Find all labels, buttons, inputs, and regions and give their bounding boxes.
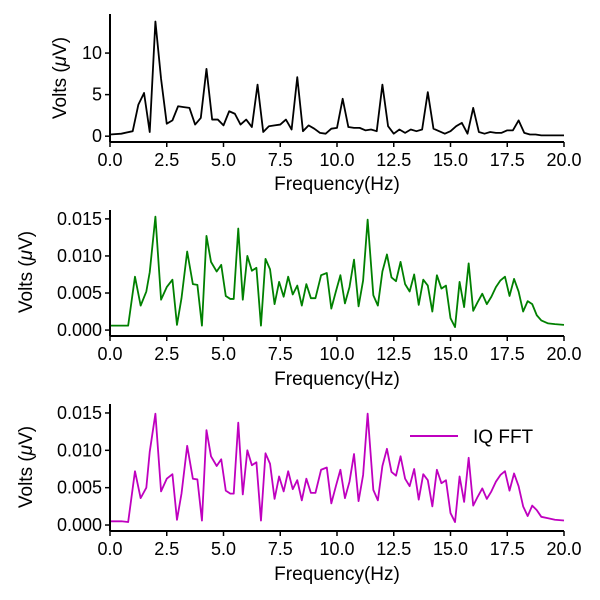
- y-tick-label: 0.005: [57, 478, 102, 498]
- x-tick-label: 7.5: [268, 150, 293, 170]
- chart-panel-3: 0.0 2.5 5.0 7.5 10.0 12.5 15.0 17.5 20.0 0.000 0.0…: [16, 403, 582, 585]
- y-tick-label: 0.010: [57, 246, 102, 266]
- ticks-layer-3: 0.0 2.5 5.0 7.5 10.0 12.5 15.0 17.5 20.0 0.000 0.0…: [57, 403, 582, 559]
- x-tick-label: 15.0: [433, 344, 468, 364]
- y-tick-label: 10: [82, 43, 102, 63]
- series-layer-3: [110, 412, 565, 523]
- ticks-layer-1: 0.0 2.5 5.0 7.5 10.0 12.5 15.0 17.5 20.0 0 5 10: [82, 43, 582, 170]
- x-tick-label: 12.5: [376, 344, 411, 364]
- x-tick-label: 2.5: [154, 150, 179, 170]
- x-tick-label: 15.0: [433, 150, 468, 170]
- x-tick-label: 2.5: [154, 539, 179, 559]
- x-tick-label: 10.0: [319, 539, 354, 559]
- x-axis-title-2: Frequency(Hz): [274, 369, 400, 390]
- x-tick-label: 7.5: [268, 539, 293, 559]
- x-tick-label: 0.0: [97, 150, 122, 170]
- y-tick-label: 0.000: [57, 320, 102, 340]
- x-tick-label: 15.0: [433, 539, 468, 559]
- series-layer-1: [109, 20, 564, 137]
- x-tick-label: 10.0: [319, 344, 354, 364]
- y-tick-label: 5: [92, 85, 102, 105]
- legend-label: IQ FFT: [473, 427, 534, 448]
- x-tick-label: 17.5: [490, 150, 525, 170]
- chart-panel-2: 0.0 2.5 5.0 7.5 10.0 12.5 15.0 17.5 20.0 0.000 0.0…: [16, 209, 582, 390]
- ticks-layer-2: 0.0 2.5 5.0 7.5 10.0 12.5 15.0 17.5 20.0 0.000 0.0…: [57, 209, 582, 364]
- x-tick-label: 20.0: [546, 150, 581, 170]
- x-tick-label: 20.0: [546, 344, 581, 364]
- y-tick-label: 0.015: [57, 209, 102, 229]
- x-tick-label: 17.5: [490, 344, 525, 364]
- chart-panel-1: 0.0 2.5 5.0 7.5 10.0 12.5 15.0 17.5 20.0 0 5 10 Fre…: [50, 14, 582, 195]
- y-axis-title-2: Volts (μV): [16, 231, 37, 313]
- x-tick-label: 17.5: [490, 539, 525, 559]
- y-tick-label: 0.010: [57, 440, 102, 460]
- y-axis-title-3: Volts (μV): [16, 426, 37, 508]
- y-axis-title-1: Volts (μV): [50, 37, 71, 119]
- y-tick-label: 0: [92, 126, 102, 146]
- series-line-2-1: [110, 215, 565, 329]
- x-tick-label: 2.5: [154, 344, 179, 364]
- x-tick-label: 10.0: [319, 150, 354, 170]
- x-tick-label: 5.0: [211, 344, 236, 364]
- legend: IQ FFT: [410, 427, 534, 448]
- x-tick-label: 5.0: [211, 539, 236, 559]
- x-tick-label: 0.0: [97, 344, 122, 364]
- y-tick-label: 0.015: [57, 403, 102, 423]
- x-tick-label: 7.5: [268, 344, 293, 364]
- x-tick-label: 12.5: [376, 539, 411, 559]
- y-tick-label: 0.000: [57, 515, 102, 535]
- x-tick-label: 12.5: [376, 150, 411, 170]
- series-line-3-1: [110, 412, 565, 523]
- x-tick-label: 0.0: [97, 539, 122, 559]
- series-line-1-1: [109, 20, 564, 137]
- x-axis-title-3: Frequency(Hz): [274, 564, 400, 585]
- y-tick-label: 0.005: [57, 283, 102, 303]
- series-layer-2: [110, 215, 565, 329]
- x-tick-label: 5.0: [211, 150, 236, 170]
- x-axis-title-1: Frequency(Hz): [274, 174, 400, 195]
- x-tick-label: 20.0: [546, 539, 581, 559]
